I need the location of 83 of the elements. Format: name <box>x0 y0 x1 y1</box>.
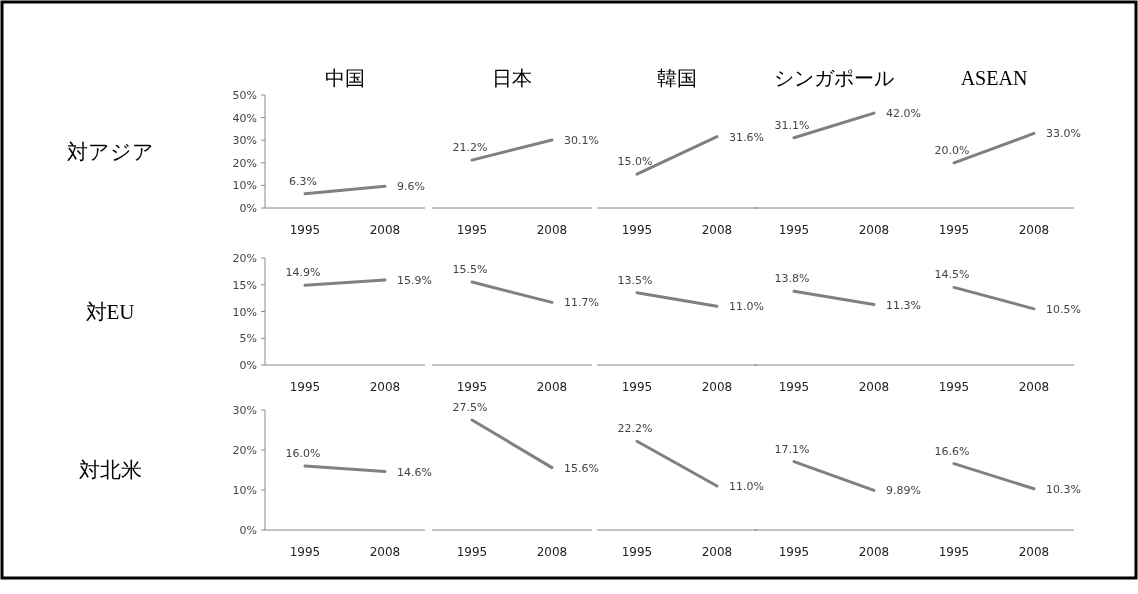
x-tick-label: 2008 <box>701 380 733 394</box>
data-label: 17.1% <box>774 442 810 456</box>
data-label: 27.5% <box>452 401 488 414</box>
y-axis-title: 対EU <box>85 299 135 324</box>
data-label: 14.6% <box>397 465 432 479</box>
y-tick-label: 50% <box>232 89 257 102</box>
chart-title: ASEAN <box>960 67 1028 89</box>
y-tick-label: 40% <box>232 111 257 125</box>
x-tick-label: 2008 <box>369 545 401 559</box>
chart-title: シンガポール <box>774 67 894 89</box>
y-axis-title: 対アジア <box>66 139 154 164</box>
y-tick-label: 10% <box>232 179 257 193</box>
data-label: 15.5% <box>452 263 488 277</box>
x-tick-label: 1995 <box>778 545 810 559</box>
x-tick-label: 1995 <box>938 380 970 394</box>
data-label: 11.3% <box>886 298 921 312</box>
x-tick-label: 1995 <box>621 545 653 559</box>
data-label: 13.5% <box>617 273 653 287</box>
x-tick-label: 1995 <box>289 223 321 237</box>
y-tick-label: 0% <box>239 202 257 215</box>
y-tick-label: 20% <box>232 156 257 170</box>
x-tick-label: 1995 <box>778 380 810 394</box>
data-label: 31.6% <box>729 130 764 144</box>
data-label: 15.6% <box>564 461 599 475</box>
x-tick-label: 2008 <box>536 545 568 559</box>
x-tick-label: 1995 <box>289 380 321 394</box>
data-label: 20.0% <box>934 143 970 157</box>
data-label: 42.0% <box>886 107 921 121</box>
data-label: 13.8% <box>774 272 810 286</box>
x-tick-label: 1995 <box>938 545 970 559</box>
data-label: 15.9% <box>397 273 432 287</box>
y-tick-label: 0% <box>239 524 257 537</box>
x-tick-label: 2008 <box>858 223 890 237</box>
data-label: 9.89% <box>886 484 921 498</box>
chart-title: 日本 <box>492 67 532 89</box>
data-label: 30.1% <box>564 133 599 147</box>
y-tick-label: 30% <box>232 134 257 148</box>
x-tick-label: 2008 <box>369 223 401 237</box>
x-tick-label: 1995 <box>456 545 488 559</box>
y-tick-label: 0% <box>239 359 257 372</box>
data-label: 14.5% <box>934 268 970 282</box>
x-tick-label: 1995 <box>621 223 653 237</box>
data-label: 14.9% <box>285 266 321 280</box>
x-tick-label: 2008 <box>858 545 890 559</box>
chart-title: 中国 <box>325 67 365 89</box>
y-tick-label: 20% <box>232 444 257 457</box>
x-tick-label: 1995 <box>289 545 321 559</box>
x-tick-label: 1995 <box>456 380 488 394</box>
data-label: 16.6% <box>934 444 970 458</box>
x-tick-label: 1995 <box>938 223 970 237</box>
data-label: 10.3% <box>1046 482 1081 496</box>
data-label: 15.0% <box>617 155 653 169</box>
y-axis-title: 対北米 <box>78 458 142 482</box>
y-tick-label: 15% <box>232 278 257 292</box>
x-tick-label: 1995 <box>621 380 653 394</box>
data-label: 9.6% <box>397 180 425 194</box>
y-tick-label: 10% <box>232 305 257 319</box>
y-tick-label: 20% <box>232 252 257 265</box>
y-tick-label: 5% <box>239 332 257 346</box>
data-label: 6.3% <box>289 174 317 188</box>
x-tick-label: 2008 <box>858 380 890 394</box>
data-label: 11.0% <box>729 300 764 314</box>
data-label: 33.0% <box>1046 127 1081 141</box>
data-label: 11.7% <box>564 296 599 310</box>
x-tick-label: 2008 <box>701 545 733 559</box>
x-tick-label: 2008 <box>536 380 568 394</box>
data-label: 10.5% <box>1046 302 1081 316</box>
x-tick-label: 1995 <box>456 223 488 237</box>
y-tick-label: 30% <box>232 404 257 417</box>
data-label: 22.2% <box>617 422 653 436</box>
x-tick-label: 2008 <box>536 223 568 237</box>
x-tick-label: 2008 <box>701 223 733 237</box>
data-label: 11.0% <box>729 480 764 493</box>
x-tick-label: 2008 <box>1018 380 1050 394</box>
data-label: 16.0% <box>285 447 321 460</box>
data-label: 21.2% <box>452 141 488 155</box>
x-tick-label: 2008 <box>1018 223 1050 237</box>
x-tick-label: 1995 <box>778 223 810 237</box>
data-label: 31.1% <box>774 118 810 132</box>
chart-title: 韓国 <box>657 67 697 89</box>
y-tick-label: 10% <box>232 484 257 497</box>
x-tick-label: 2008 <box>369 380 401 394</box>
x-tick-label: 2008 <box>1018 545 1050 559</box>
